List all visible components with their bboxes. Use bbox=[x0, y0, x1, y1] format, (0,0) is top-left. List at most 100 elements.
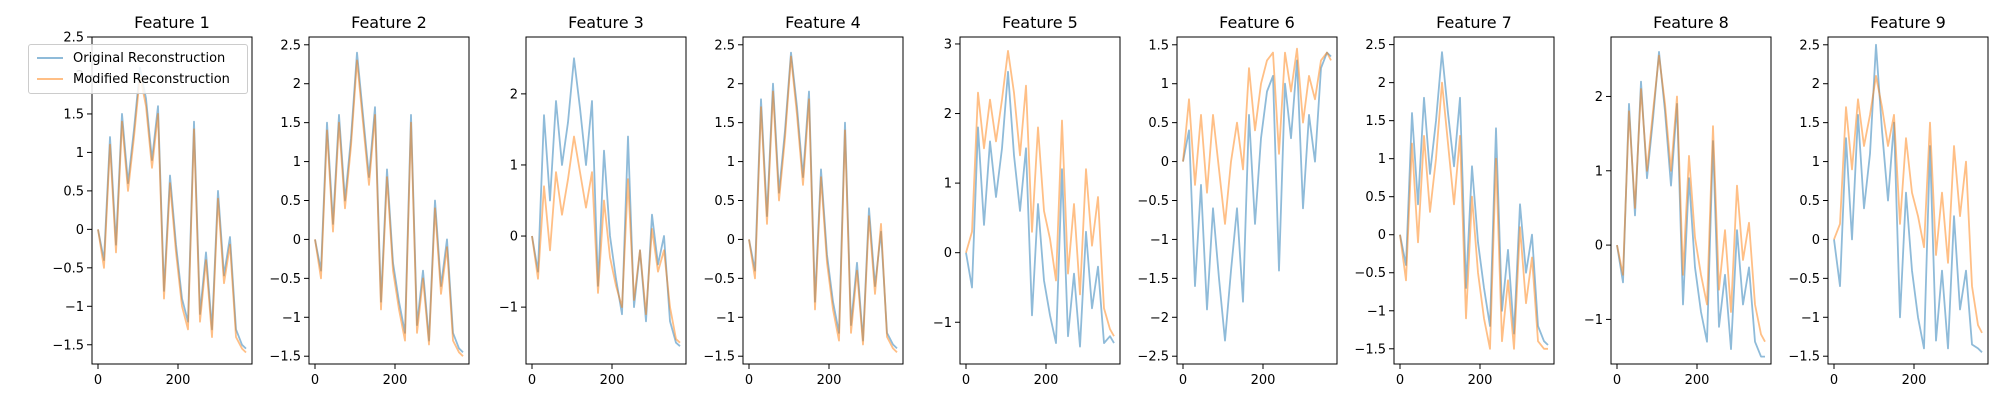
series-line-original bbox=[1616, 51, 1765, 358]
y-tick-label: 2 bbox=[293, 77, 301, 92]
series-line-original bbox=[1182, 51, 1332, 342]
chart-title: Feature 6 bbox=[1219, 13, 1295, 32]
y-tick-label: 0 bbox=[76, 223, 84, 238]
chart-title: Feature 5 bbox=[1002, 13, 1078, 32]
legend: Original Reconstruction Modified Reconst… bbox=[28, 44, 248, 94]
plot-frame bbox=[1827, 36, 1989, 365]
chart-panel-5: Feature 5 −1 0 1 2 3 0 200 bbox=[933, 13, 1121, 388]
y-tick-label: −1 bbox=[499, 301, 518, 316]
y-tick-label: 0 bbox=[727, 233, 735, 248]
y-tick-label: 1 bbox=[510, 158, 518, 173]
y-tick-label: −1.5 bbox=[703, 350, 735, 365]
y-tick-label: 2 bbox=[510, 87, 518, 102]
x-tick-label: 200 bbox=[1685, 373, 1710, 388]
y-tick-label: −0.5 bbox=[703, 272, 735, 287]
series-line-modified bbox=[1182, 47, 1332, 225]
y-tick-label: 1 bbox=[1595, 164, 1603, 179]
y-tick-label: −1.5 bbox=[1788, 350, 1820, 365]
y-tick-label: −1 bbox=[716, 311, 735, 326]
series-line-modified bbox=[748, 55, 898, 353]
x-tick-label: 200 bbox=[1251, 373, 1276, 388]
y-tick-label: −1 bbox=[1150, 233, 1169, 248]
y-tick-label: −1 bbox=[1801, 311, 1820, 326]
x-tick-label: 0 bbox=[311, 373, 319, 388]
y-tick-label: −1 bbox=[1584, 313, 1603, 328]
y-tick-label: 2 bbox=[944, 107, 952, 122]
series-line-modified bbox=[531, 135, 681, 344]
y-tick-label: 2 bbox=[1595, 90, 1603, 105]
legend-swatch-modified bbox=[37, 78, 63, 80]
series-line-modified bbox=[1616, 54, 1766, 343]
chart-title: Feature 8 bbox=[1653, 13, 1729, 32]
y-tick-label: −1 bbox=[282, 311, 301, 326]
y-tick-label: 1 bbox=[1812, 155, 1820, 170]
y-tick-label: 1 bbox=[944, 177, 952, 192]
plot-frame bbox=[1393, 36, 1555, 365]
y-tick-label: 1 bbox=[727, 155, 735, 170]
series-line-original bbox=[965, 70, 1115, 348]
y-tick-label: 1 bbox=[1378, 152, 1386, 167]
y-tick-label: −0.5 bbox=[1137, 194, 1169, 209]
x-tick-label: 0 bbox=[1613, 373, 1621, 388]
y-tick-label: −0.5 bbox=[52, 261, 84, 276]
y-tick-label: −1 bbox=[1367, 304, 1386, 319]
y-tick-label: 0 bbox=[510, 230, 518, 245]
x-tick-label: 200 bbox=[1034, 373, 1059, 388]
y-tick-label: 2.5 bbox=[714, 38, 735, 53]
chart-panel-3: Feature 3 −1 0 1 2 0 200 bbox=[499, 13, 687, 388]
y-tick-label: −1.5 bbox=[1354, 342, 1386, 357]
y-tick-label: −1.5 bbox=[269, 350, 301, 365]
y-tick-label: 0.5 bbox=[63, 184, 84, 199]
x-tick-label: 0 bbox=[94, 373, 102, 388]
chart-panel-9: Feature 9 −1.5 −1 −0.5 0 0.5 1 1.5 2 2.5 0 200 bbox=[1788, 13, 1989, 388]
chart-title: Feature 2 bbox=[351, 13, 427, 32]
y-tick-label: −1.5 bbox=[1137, 272, 1169, 287]
x-tick-label: 0 bbox=[528, 373, 536, 388]
plot-frame bbox=[91, 36, 253, 365]
y-tick-label: −1 bbox=[933, 316, 952, 331]
series-line-modified bbox=[965, 50, 1115, 337]
series-line-original bbox=[1833, 43, 1983, 353]
y-tick-label: −2.5 bbox=[1137, 350, 1169, 365]
series-line-modified bbox=[97, 74, 247, 354]
y-tick-label: 0 bbox=[944, 246, 952, 261]
x-tick-label: 200 bbox=[1902, 373, 1927, 388]
y-tick-label: 0.5 bbox=[1365, 190, 1386, 205]
x-tick-label: 200 bbox=[817, 373, 842, 388]
chart-panel-7: Feature 7 −1.5 −1 −0.5 0 0.5 1 1.5 2 2.5 0 200 bbox=[1354, 13, 1555, 388]
y-tick-label: 1 bbox=[293, 155, 301, 170]
series-line-modified bbox=[1399, 81, 1548, 350]
legend-label-original: Original Reconstruction bbox=[73, 50, 226, 66]
y-tick-label: 0 bbox=[1595, 239, 1603, 254]
x-tick-label: 200 bbox=[1468, 373, 1493, 388]
plot-frame bbox=[1610, 36, 1772, 365]
series-line-original bbox=[531, 57, 681, 347]
chart-panel-2: Feature 2 −1.5 −1 −0.5 0 0.5 1 1.5 2 2.5 0 200 bbox=[269, 13, 470, 388]
x-tick-label: 0 bbox=[1179, 373, 1187, 388]
y-tick-label: −2 bbox=[1150, 311, 1169, 326]
legend-label-modified: Modified Reconstruction bbox=[73, 71, 230, 87]
legend-item-original: Original Reconstruction bbox=[37, 49, 225, 67]
x-tick-label: 200 bbox=[383, 373, 408, 388]
y-tick-label: −1.5 bbox=[52, 338, 84, 353]
y-tick-label: 2.5 bbox=[63, 31, 84, 46]
series-line-modified bbox=[1833, 75, 1983, 334]
series-line-original bbox=[1399, 51, 1549, 346]
plot-frame bbox=[959, 36, 1121, 365]
x-tick-label: 0 bbox=[962, 373, 970, 388]
x-tick-label: 0 bbox=[745, 373, 753, 388]
y-tick-label: 2.5 bbox=[280, 38, 301, 53]
y-tick-label: 1 bbox=[76, 146, 84, 161]
y-tick-label: 0.5 bbox=[714, 194, 735, 209]
x-tick-label: 200 bbox=[600, 373, 625, 388]
y-tick-label: 1.5 bbox=[280, 116, 301, 131]
y-tick-label: −0.5 bbox=[269, 272, 301, 287]
chart-panel-4: Feature 4 −1.5 −1 −0.5 0 0.5 1 1.5 2 2.5 0 200 bbox=[703, 13, 904, 388]
y-tick-label: −0.5 bbox=[1788, 272, 1820, 287]
y-tick-label: 0.5 bbox=[280, 194, 301, 209]
y-tick-label: 1.5 bbox=[1365, 114, 1386, 129]
y-tick-label: 1.5 bbox=[714, 116, 735, 131]
y-tick-label: −1 bbox=[65, 300, 84, 315]
